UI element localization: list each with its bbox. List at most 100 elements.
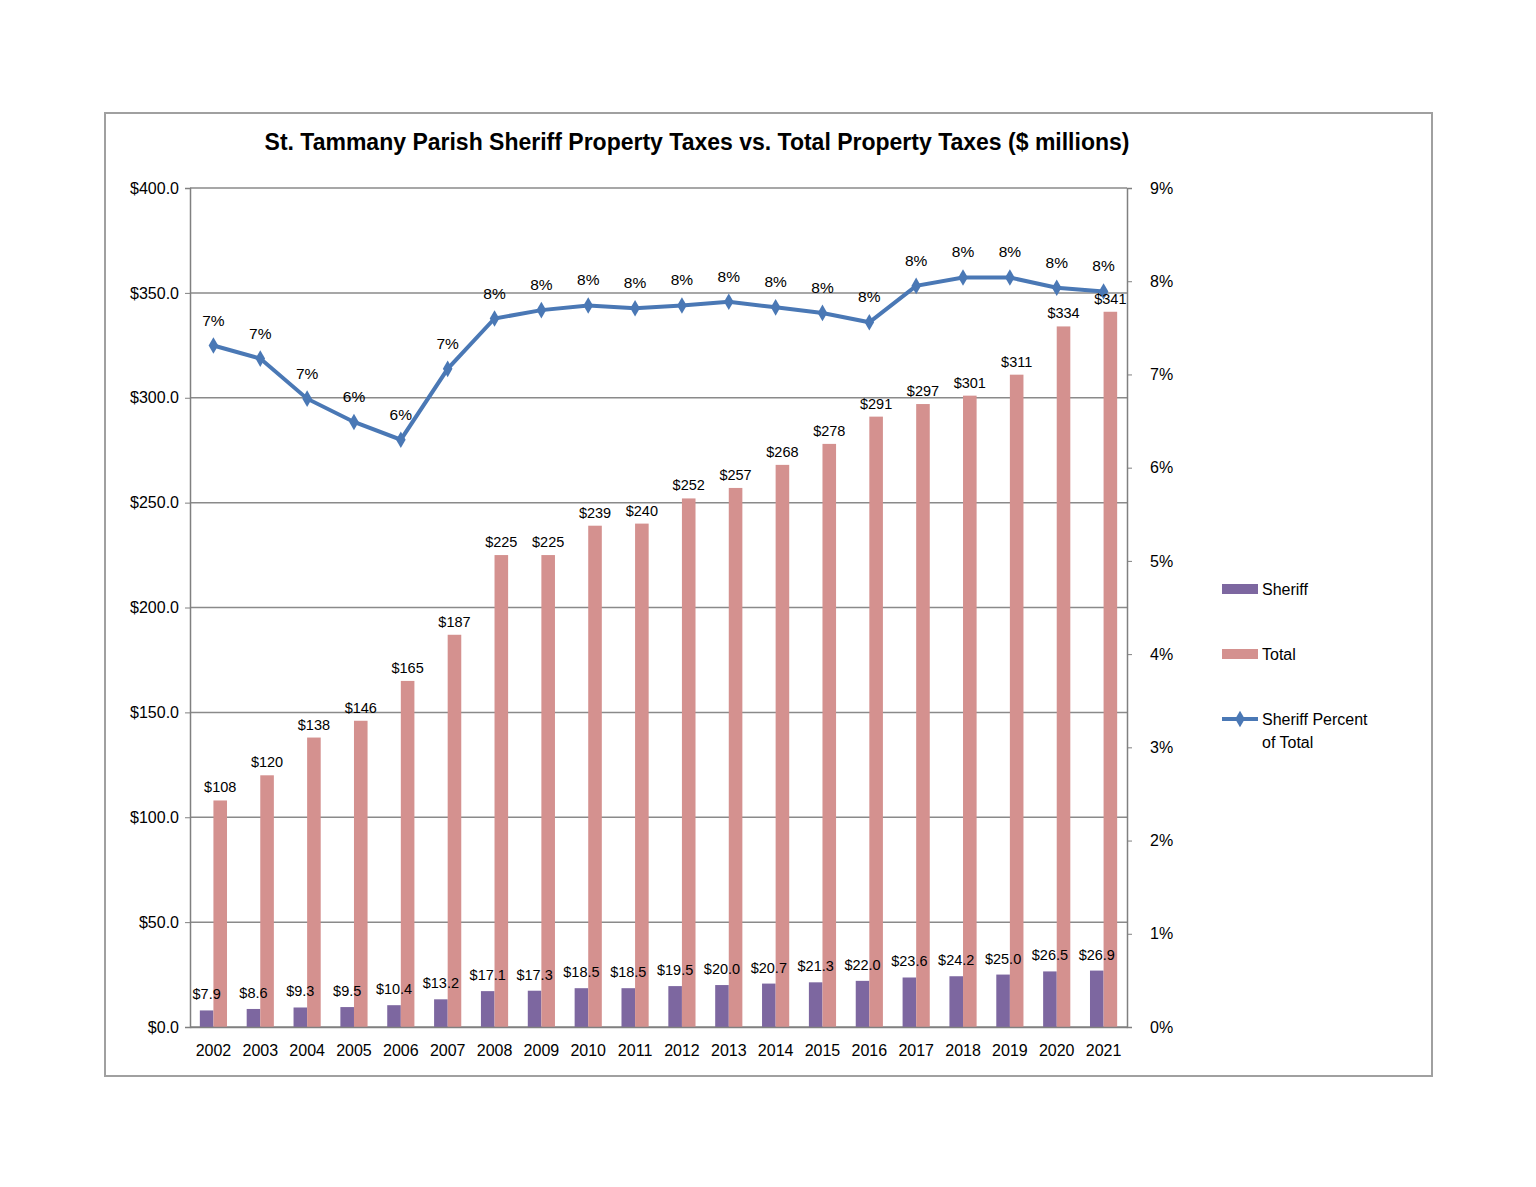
bar [668,986,682,1027]
tick-label: 2% [1150,832,1173,849]
marker [255,350,265,367]
tick: $350.0 [130,284,190,301]
tick-mark [1127,934,1132,935]
data-label: $301 [954,375,986,391]
tick-mark [1127,1027,1132,1028]
bar [1043,971,1057,1027]
tick-label: 2006 [383,1042,419,1059]
tick: 2020 [1039,1027,1075,1059]
data-label: $257 [719,467,751,483]
bar [809,982,823,1027]
bar [729,488,743,1027]
marker [490,310,500,327]
data-label: $108 [204,779,236,795]
tick-label: 2009 [524,1042,560,1059]
tick-label: 2012 [664,1042,700,1059]
tick-mark [185,293,190,294]
data-label: $7.9 [193,986,221,1002]
bar [1010,375,1024,1027]
chart-title: St. Tammany Parish Sheriff Property Taxe… [265,129,1130,155]
bar [822,444,836,1027]
data-label: 8% [483,285,506,302]
tick-label: 9% [1150,180,1173,197]
legend-swatch [1222,584,1258,594]
tick: 2006 [383,1027,419,1059]
marker [677,297,687,314]
bar [762,984,776,1027]
data-label: $26.9 [1079,947,1115,963]
data-label: 8% [1046,254,1069,271]
tick-label: 2021 [1086,1042,1122,1059]
bar [528,991,542,1027]
tick: 2% [1127,832,1173,849]
tick: 8% [1127,273,1173,290]
legend-item: Total [1222,646,1296,663]
bar [856,981,870,1027]
tick-label: $0.0 [148,1019,179,1036]
bar [340,1007,354,1027]
tick-mark [185,398,190,399]
tick: $50.0 [139,914,190,931]
marker [958,269,968,286]
data-label: $22.0 [844,957,880,973]
data-label: $334 [1047,305,1079,321]
tick: 7% [1127,366,1173,383]
data-label: $17.1 [470,967,506,983]
grid-line [190,712,1127,714]
tick-mark [185,503,190,504]
data-label: 7% [296,365,319,382]
tick-mark [1127,841,1132,842]
data-label: $20.7 [751,960,787,976]
bar [247,1009,261,1027]
tick-label: 2005 [336,1042,372,1059]
bar [1057,326,1071,1027]
data-label: 7% [436,335,459,352]
data-label: $297 [907,383,939,399]
grid-line [190,292,1127,294]
tick: 2015 [805,1027,841,1059]
tick: 3% [1127,739,1173,756]
legend-marker [1235,711,1245,728]
data-label: 8% [952,243,975,260]
data-label: 8% [530,276,553,293]
data-label: 6% [343,388,366,405]
y2-axis-line [1128,189,1133,1028]
tick: 2004 [289,1027,325,1059]
tick-label: 2020 [1039,1042,1075,1059]
data-label: 7% [202,312,225,329]
tick: 2013 [711,1027,747,1059]
tick: $150.0 [130,704,190,721]
tick: 2021 [1086,1027,1122,1059]
tick: 2012 [664,1027,700,1059]
marker [724,293,734,310]
marker [865,314,875,331]
tick: 2009 [524,1027,560,1059]
marker [302,390,312,407]
data-label: $23.6 [891,953,927,969]
bar [1090,971,1104,1027]
bar [996,975,1010,1027]
x-axis-line [191,1027,1128,1029]
data-label: $311 [1001,354,1032,370]
tick: 2010 [570,1027,606,1059]
tick: 2018 [945,1027,981,1059]
data-label: $21.3 [798,958,834,974]
tick-label: 2019 [992,1042,1028,1059]
tick-mark [185,1027,190,1028]
bar [294,1007,308,1027]
tick: $400.0 [130,180,190,197]
legend-label: Total [1262,646,1296,663]
data-label: $240 [626,503,658,519]
data-label: $291 [860,396,892,412]
y-axis: $0.0$50.0$100.0$150.0$200.0$250.0$300.0$… [130,180,190,1036]
tick: $250.0 [130,494,190,511]
data-label: 8% [1092,257,1115,274]
marker [209,337,219,354]
legend-item: Sheriff [1222,581,1309,598]
x-axis: 2002200320042005200620072008200920102011… [191,1027,1128,1059]
data-label: 8% [858,288,881,305]
tick-label: $50.0 [139,914,179,931]
legend-label: Sheriff Percentof Total [1262,711,1368,751]
data-label: $13.2 [423,975,459,991]
legend-item: Sheriff Percentof Total [1222,711,1368,751]
